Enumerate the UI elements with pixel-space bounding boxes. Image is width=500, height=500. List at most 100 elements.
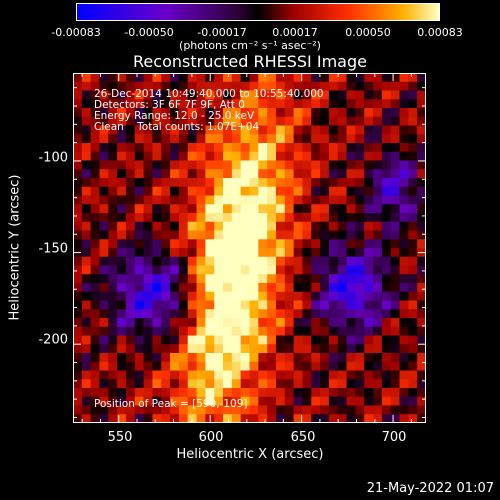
heatmap-cell — [364, 134, 374, 144]
heatmap-cell — [81, 186, 92, 196]
heatmap-cell — [196, 379, 206, 389]
heatmap-cell — [81, 300, 92, 310]
heatmap-cell — [152, 318, 162, 328]
heatmap-cell — [205, 309, 215, 319]
heatmap-cell — [275, 283, 286, 293]
heatmap-cell — [373, 248, 383, 258]
heatmap-cell — [90, 90, 100, 100]
heatmap-cell — [196, 90, 206, 100]
heatmap-cell — [90, 265, 100, 275]
heatmap-cell — [178, 396, 189, 406]
heatmap-cell — [223, 108, 233, 118]
heatmap-cell — [320, 379, 330, 389]
heatmap-cell — [328, 344, 339, 354]
heatmap-cell — [293, 283, 303, 293]
heatmap-cell — [73, 178, 83, 188]
heatmap-cell — [346, 221, 356, 231]
heatmap-cell — [205, 213, 215, 223]
heatmap-cell — [293, 99, 303, 109]
heatmap-cell — [143, 178, 153, 188]
heatmap-cell — [328, 239, 339, 249]
heatmap-cell — [108, 81, 118, 91]
heatmap-cell — [205, 151, 215, 161]
heatmap-cell — [223, 73, 233, 83]
heatmap-cell — [293, 300, 303, 310]
heatmap-cell — [152, 108, 162, 118]
heatmap-cell — [223, 405, 233, 415]
heatmap-cell — [214, 274, 224, 284]
heatmap-cell — [161, 353, 171, 363]
heatmap-cell — [170, 221, 180, 231]
heatmap-cell — [337, 265, 347, 275]
heatmap-cell — [134, 405, 144, 415]
heatmap-cell — [134, 213, 144, 223]
heatmap-cell — [205, 125, 215, 135]
heatmap-cell — [320, 283, 330, 293]
heatmap-cell — [258, 326, 268, 336]
heatmap-cell — [364, 108, 374, 118]
heatmap-cell — [99, 160, 109, 170]
heatmap-cell — [161, 213, 171, 223]
heatmap-cell — [355, 125, 365, 135]
date-stamp: 21-May-2022 01:07 — [366, 481, 494, 496]
heatmap-cell — [134, 318, 144, 328]
heatmap-cell — [284, 414, 295, 423]
heatmap-cell — [399, 396, 409, 406]
heatmap-cell — [346, 125, 356, 135]
heatmap-cell — [196, 151, 206, 161]
heatmap-cell — [214, 248, 224, 258]
heatmap-cell — [223, 116, 233, 126]
heatmap-cell — [170, 248, 180, 258]
heatmap-cell — [408, 221, 418, 231]
heatmap-cell — [214, 256, 224, 266]
heatmap-cell — [170, 125, 180, 135]
heatmap-cell — [152, 178, 162, 188]
heatmap-cell — [240, 151, 250, 161]
heatmap-cell — [90, 353, 100, 363]
heatmap-cell — [117, 221, 127, 231]
heatmap-cell — [161, 90, 171, 100]
heatmap-cell — [399, 256, 409, 266]
heatmap-cell — [417, 265, 426, 275]
heatmap-cell — [373, 108, 383, 118]
heatmap-cell — [320, 256, 330, 266]
heatmap-cell — [108, 204, 118, 214]
heatmap-cell — [231, 160, 242, 170]
heatmap-cell — [170, 344, 180, 354]
heatmap-cell — [320, 248, 330, 258]
heatmap-cell — [275, 151, 286, 161]
heatmap-cell — [117, 239, 127, 249]
heatmap-cell — [417, 90, 426, 100]
heatmap-cell — [108, 160, 118, 170]
heatmap-cell — [364, 370, 374, 380]
heatmap-cell — [178, 309, 189, 319]
heatmap-cell — [320, 213, 330, 223]
heatmap-cell — [81, 204, 92, 214]
heatmap-cell — [346, 318, 356, 328]
heatmap-cell — [311, 81, 321, 91]
heatmap-cell — [293, 195, 303, 205]
heatmap-cell — [152, 344, 162, 354]
heatmap-cell — [161, 108, 171, 118]
heatmap-cell — [275, 300, 286, 310]
heatmap-cell — [170, 134, 180, 144]
heatmap-cell — [275, 125, 286, 135]
heatmap-cell — [170, 256, 180, 266]
heatmap-cell — [117, 361, 127, 371]
heatmap-cell — [196, 274, 206, 284]
heatmap-cell — [337, 396, 347, 406]
heatmap-cell — [187, 274, 197, 284]
heatmap-cell — [267, 309, 277, 319]
heatmap-cell — [196, 99, 206, 109]
heatmap-cell — [134, 396, 144, 406]
heatmap-cell — [267, 370, 277, 380]
heatmap-cell — [302, 230, 312, 240]
heatmap-cell — [240, 213, 250, 223]
heatmap-cell — [205, 195, 215, 205]
heatmap-cell — [161, 405, 171, 415]
heatmap-cell — [302, 90, 312, 100]
heatmap-cell — [214, 169, 224, 179]
heatmap-cell — [390, 283, 400, 293]
heatmap-cell — [178, 318, 189, 328]
heatmap-cell — [161, 388, 171, 398]
